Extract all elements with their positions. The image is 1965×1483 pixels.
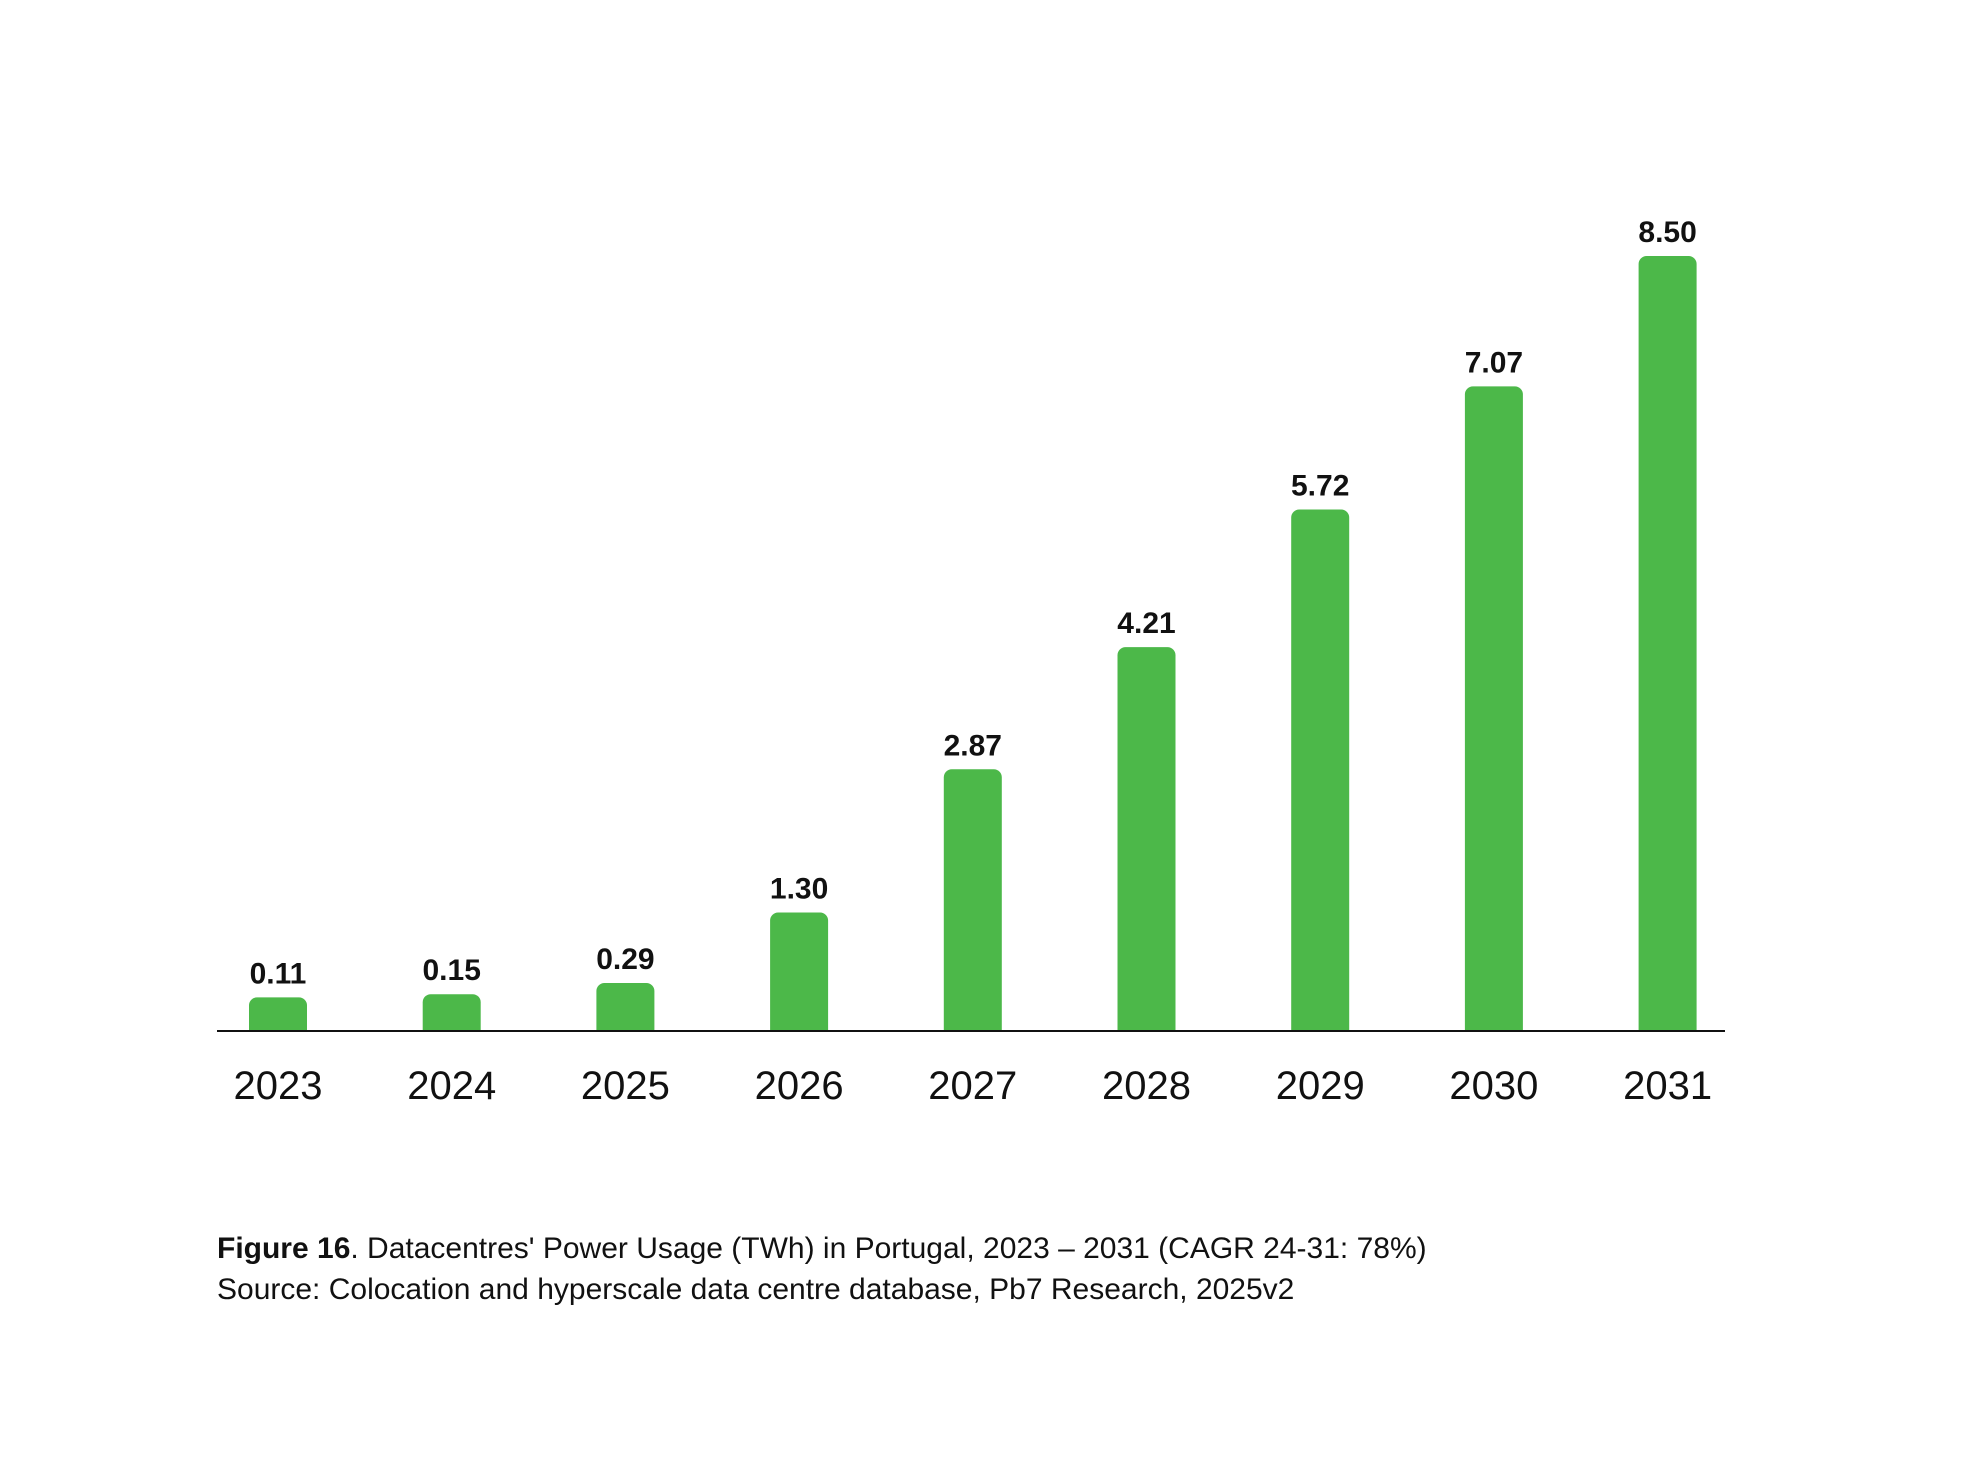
value-labels-group: 0.11 0.15 0.29 1.30 2.87 4.21 5.72 7.07 8.50	[250, 216, 1697, 990]
value-label-2030: 7.07	[1465, 346, 1523, 379]
caption-source: Source: Colocation and hyperscale data c…	[217, 1273, 1295, 1306]
bar-2030	[1464, 386, 1523, 1031]
value-label-2026: 1.30	[770, 873, 828, 906]
bar-2023	[249, 997, 307, 1031]
tick-label-2030: 2030	[1449, 1064, 1538, 1108]
tick-label-2028: 2028	[1102, 1064, 1191, 1108]
bar-2027	[943, 769, 1002, 1031]
tick-label-2029: 2029	[1276, 1064, 1365, 1108]
bar-2026	[770, 912, 829, 1031]
bar-2029	[1291, 509, 1350, 1031]
value-label-2024: 0.15	[423, 954, 481, 987]
value-label-2023: 0.11	[250, 957, 307, 990]
caption-title: Figure 16. Datacentres' Power Usage (TWh…	[217, 1228, 1817, 1269]
tick-label-2025: 2025	[581, 1064, 670, 1108]
value-label-2029: 5.72	[1291, 470, 1349, 503]
bars-group	[249, 256, 1697, 1031]
value-label-2031: 8.50	[1638, 216, 1696, 249]
tick-label-2027: 2027	[928, 1064, 1017, 1108]
bar-2025	[596, 983, 655, 1031]
value-label-2027: 2.87	[944, 729, 1002, 762]
bar-2028	[1117, 647, 1176, 1031]
tick-label-2026: 2026	[755, 1064, 844, 1108]
figure-text: . Datacentres' Power Usage (TWh) in Port…	[350, 1232, 1427, 1265]
figure-caption: Figure 16. Datacentres' Power Usage (TWh…	[217, 1228, 1817, 1310]
bar-2031	[1638, 256, 1697, 1031]
tick-labels-group: 2023 2024 2025 2026 2027 2028 2029 2030 2031	[234, 1064, 1713, 1108]
tick-label-2023: 2023	[234, 1064, 323, 1108]
value-label-2025: 0.29	[596, 943, 654, 976]
value-label-2028: 4.21	[1117, 607, 1175, 640]
tick-label-2031: 2031	[1623, 1064, 1712, 1108]
tick-label-2024: 2024	[407, 1064, 496, 1108]
figure-number: Figure 16	[217, 1232, 351, 1265]
bar-2024	[422, 994, 481, 1031]
